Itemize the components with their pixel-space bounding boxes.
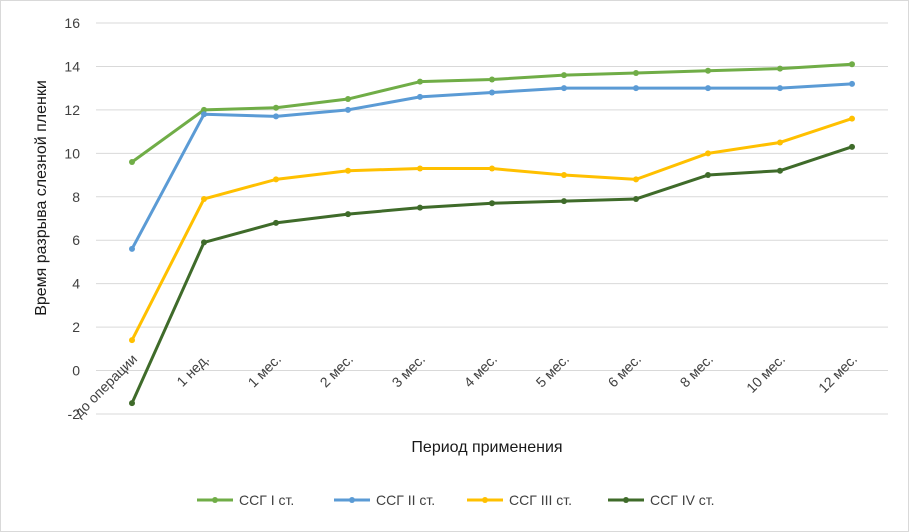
series-line	[130, 117, 854, 342]
legend: ССГ I ст. ССГ II ст. ССГ III ст. ССГ IV ст.	[197, 492, 715, 508]
data-point	[345, 211, 351, 218]
x-tick-label: 12 мес.	[815, 351, 860, 396]
x-tick-labels: до операции 1 нед. 1 мес. 2 мес. 3 мес. 4 мес…	[71, 351, 860, 420]
data-point	[201, 111, 207, 118]
data-point	[201, 106, 207, 113]
data-point	[417, 93, 423, 100]
y-tick-label: 0	[72, 363, 80, 379]
data-point	[705, 150, 711, 157]
data-point	[849, 61, 855, 68]
data-point	[777, 139, 783, 146]
data-point	[633, 69, 639, 76]
y-tick-label: 14	[64, 58, 80, 74]
data-point	[777, 65, 783, 72]
legend-label: ССГ IV ст.	[650, 492, 715, 508]
y-tick-labels: -2 0 2 4 6 8 10 12 14 16	[64, 15, 80, 422]
legend-marker	[482, 497, 488, 503]
y-tick-label: 16	[64, 15, 80, 31]
data-point	[705, 85, 711, 92]
data-point	[561, 198, 567, 205]
data-point	[489, 165, 495, 172]
y-tick-label: 4	[72, 276, 80, 292]
x-tick-label: до операции	[71, 351, 140, 420]
data-point	[633, 195, 639, 202]
data-point	[489, 89, 495, 96]
data-point	[489, 76, 495, 83]
legend-marker	[349, 497, 355, 503]
data-point	[273, 219, 279, 226]
data-point	[561, 172, 567, 179]
data-point	[345, 167, 351, 174]
y-tick-label: -2	[68, 406, 81, 422]
y-tick-label: 12	[64, 102, 80, 118]
data-point	[777, 85, 783, 92]
data-point	[849, 143, 855, 150]
data-point	[849, 80, 855, 87]
data-point	[129, 337, 135, 344]
data-point	[273, 113, 279, 120]
data-point	[417, 78, 423, 85]
data-point	[129, 245, 135, 252]
data-point	[129, 159, 135, 166]
data-point	[489, 200, 495, 207]
legend-label: ССГ I ст.	[239, 492, 294, 508]
x-axis-title: Период применения	[411, 439, 562, 456]
y-tick-label: 10	[64, 145, 80, 161]
data-point	[129, 400, 135, 407]
series-lines	[129, 61, 855, 407]
y-tick-label: 8	[72, 189, 80, 205]
legend-marker	[623, 497, 629, 503]
data-point	[633, 176, 639, 183]
y-tick-label: 2	[72, 319, 80, 335]
data-point	[849, 115, 855, 122]
y-tick-label: 6	[72, 232, 80, 248]
data-point	[705, 67, 711, 74]
data-point	[705, 172, 711, 179]
data-point	[273, 176, 279, 183]
data-point	[417, 204, 423, 211]
legend-marker	[212, 497, 218, 503]
y-axis-title: Время разрыва слезной пленки	[33, 80, 50, 316]
data-point	[273, 104, 279, 111]
data-point	[345, 96, 351, 103]
legend-label: ССГ III ст.	[509, 492, 572, 508]
legend-label: ССГ II ст.	[376, 492, 435, 508]
gridlines	[96, 22, 888, 415]
data-point	[201, 239, 207, 246]
data-point	[345, 106, 351, 113]
data-point	[201, 195, 207, 202]
data-point	[561, 85, 567, 92]
data-point	[561, 72, 567, 79]
x-tick-label: 10 мес.	[743, 351, 788, 396]
data-point	[417, 165, 423, 172]
data-point	[633, 85, 639, 92]
data-point	[777, 167, 783, 174]
